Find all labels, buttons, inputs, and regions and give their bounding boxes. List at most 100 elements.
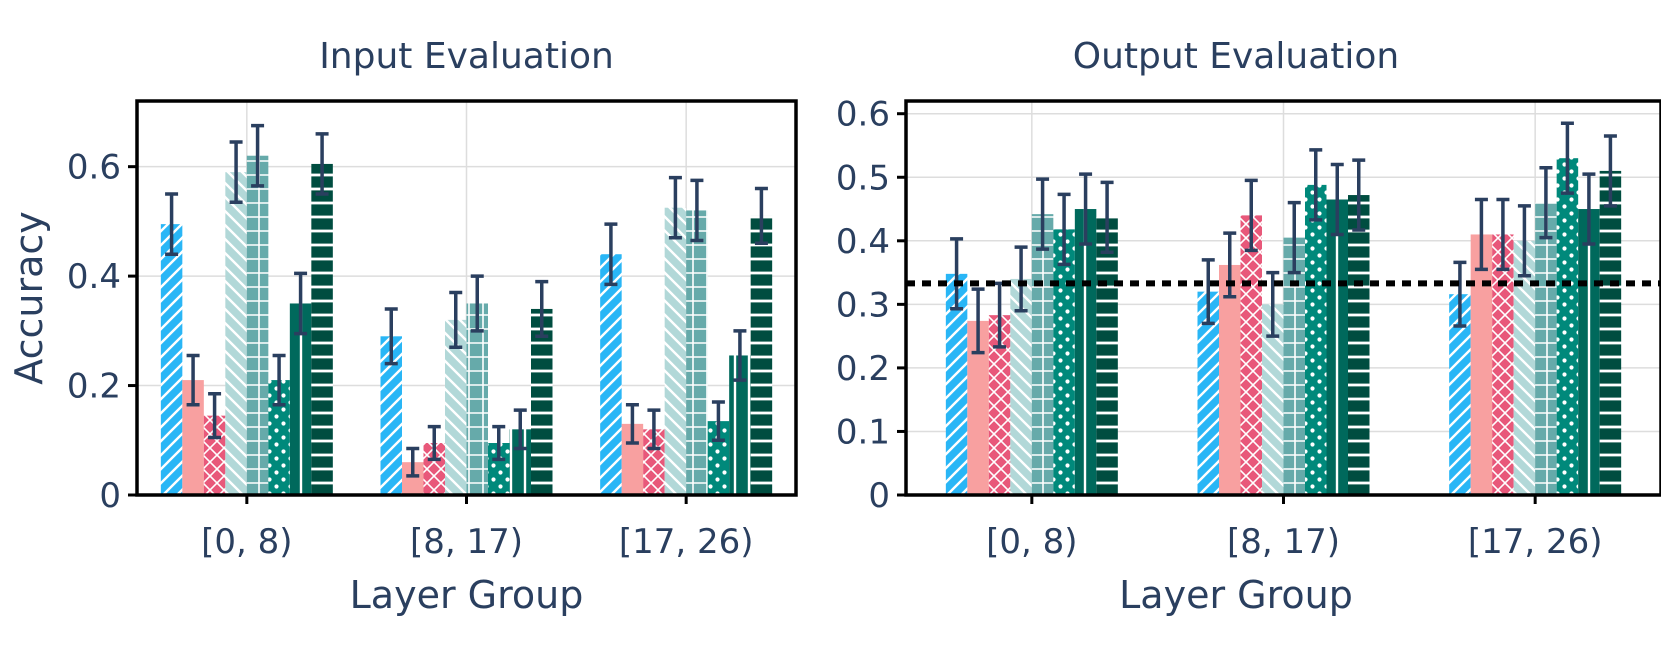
bar-series-4-cat-3	[1513, 240, 1536, 495]
bar-series-2-cat-3	[1470, 234, 1493, 496]
bar-series-3-cat-3	[643, 429, 665, 495]
error-bar-series-2-cat-3	[1474, 197, 1488, 272]
error-bar-series-8-cat-3	[754, 186, 768, 246]
error-bar-series-7-cat-3	[733, 329, 747, 382]
bar-series-5-cat-3	[1535, 202, 1557, 495]
error-bar-series-2-cat-1	[186, 353, 200, 407]
error-bar-series-2-cat-3	[625, 402, 639, 445]
y-tick-label: 0.6	[836, 95, 890, 135]
error-bar-series-4-cat-2	[449, 290, 463, 349]
error-bar-series-1-cat-1	[165, 192, 179, 256]
bar-series-4-cat-1	[1010, 278, 1032, 495]
error-bar-series-6-cat-3	[1560, 121, 1574, 195]
y-tick-label: 0.4	[67, 257, 121, 297]
y-tick-label: 0.3	[836, 285, 890, 325]
error-bar-series-2-cat-2	[406, 446, 420, 478]
error-bar-series-3-cat-1	[208, 392, 222, 440]
error-bar-series-4-cat-1	[1014, 245, 1028, 313]
error-bar-series-1-cat-1	[950, 237, 964, 311]
bar-series-5-cat-1	[1031, 214, 1054, 495]
bar-series-3-cat-2	[1240, 215, 1262, 496]
bar-series-5-cat-3	[686, 210, 708, 495]
bar-series-7-cat-2	[509, 429, 531, 495]
error-bar-series-7-cat-2	[1330, 162, 1344, 237]
error-bar-series-5-cat-2	[1287, 200, 1301, 275]
bar-series-3-cat-2	[423, 443, 445, 495]
error-bar-series-5-cat-1	[251, 123, 265, 188]
bar-series-7-cat-1	[289, 303, 312, 495]
bar-series-2-cat-2	[1219, 264, 1241, 495]
x-axis-label: Layer Group	[1119, 573, 1353, 617]
bar-series-7-cat-3	[729, 355, 751, 495]
bar-series-8-cat-1	[1096, 217, 1118, 495]
x-tick-label: [17, 26)	[619, 522, 754, 562]
bar-series-1-cat-1	[945, 273, 968, 495]
x-tick-label: [8, 17)	[410, 522, 523, 562]
chart-title: Input Evaluation	[319, 36, 614, 77]
x-tick-label: [17, 26)	[1468, 522, 1603, 562]
chart-panel-2: 0 0.1 0.2 0.3 0.4 0.5 0.6 [0, 8) [8, 17) [17, 26)…	[836, 36, 1661, 617]
bar-series-1-cat-3	[1449, 294, 1471, 495]
bar-series-6-cat-3	[1556, 158, 1579, 495]
bar-series-8-cat-2	[531, 308, 553, 495]
bar-series-1-cat-1	[160, 224, 183, 495]
error-bar-series-7-cat-1	[294, 271, 308, 336]
error-bar-series-8-cat-1	[1100, 180, 1114, 254]
error-bar-series-1-cat-2	[384, 307, 398, 366]
error-bar-series-5-cat-2	[470, 274, 484, 333]
bar-series-4-cat-3	[664, 207, 687, 496]
x-axis-label: Layer Group	[350, 573, 584, 617]
error-bar-series-1-cat-3	[1453, 260, 1467, 328]
error-bar-series-8-cat-2	[1352, 158, 1366, 232]
bar-series-8-cat-3	[750, 215, 773, 495]
bar-series-6-cat-1	[1053, 229, 1075, 495]
error-bar-series-7-cat-1	[1079, 172, 1093, 246]
bar-series-5-cat-2	[466, 303, 488, 495]
y-tick-label: 0.2	[67, 367, 121, 407]
bar-series-2-cat-2	[402, 462, 424, 495]
y-tick-label: 0.4	[836, 222, 890, 262]
error-bar-series-4-cat-1	[229, 140, 243, 204]
bar-series-6-cat-2	[1305, 184, 1327, 496]
error-bar-series-6-cat-2	[1309, 148, 1323, 222]
error-bar-series-3-cat-2	[427, 424, 441, 462]
error-bar-series-4-cat-3	[1517, 204, 1531, 278]
error-bar-series-3-cat-3	[647, 408, 661, 451]
error-bar-series-1-cat-2	[1201, 258, 1215, 326]
x-tick-label: [8, 17)	[1227, 522, 1340, 562]
bar-series-8-cat-3	[1599, 170, 1622, 495]
bar-series-5-cat-1	[246, 155, 269, 495]
y-axis-label: Accuracy	[7, 211, 51, 385]
bar-series-4-cat-2	[1262, 304, 1284, 495]
bar-series-5-cat-2	[1283, 237, 1305, 495]
bar-series-7-cat-3	[1578, 209, 1600, 495]
error-bar-series-1-cat-3	[604, 222, 618, 287]
bar-series-6-cat-1	[268, 380, 290, 495]
bar-series-3-cat-3	[1492, 234, 1514, 496]
bar-series-7-cat-1	[1074, 209, 1097, 495]
bar-series-8-cat-2	[1348, 195, 1370, 495]
chart-panel-1: 0 0.2 0.4 0.6 [0, 8) [8, 17) [17, 26) Input Eva…	[7, 36, 798, 617]
bar-series-6-cat-2	[488, 443, 510, 495]
bar-series-4-cat-1	[225, 172, 247, 495]
error-bar-series-8-cat-2	[535, 279, 549, 339]
bar-series-3-cat-1	[988, 315, 1011, 495]
error-bar-series-6-cat-2	[492, 424, 506, 462]
error-bar-series-6-cat-1	[1057, 192, 1071, 267]
error-bar-series-7-cat-2	[513, 408, 527, 451]
y-tick-label: 0.1	[836, 412, 890, 452]
error-bar-series-8-cat-3	[1603, 134, 1617, 208]
y-tick-label: 0.2	[836, 349, 890, 389]
x-tick-label: [0, 8)	[986, 522, 1077, 562]
y-tick-label: 0	[99, 476, 121, 516]
error-bar-series-5-cat-1	[1036, 177, 1050, 251]
bar-series-1-cat-2	[380, 336, 402, 495]
error-bar-series-4-cat-3	[668, 175, 682, 240]
error-bar-series-4-cat-2	[1266, 270, 1280, 338]
error-bar-series-5-cat-3	[1539, 165, 1553, 240]
y-tick-label: 0.5	[836, 158, 890, 198]
error-bar-series-5-cat-3	[690, 178, 704, 243]
error-bar-series-2-cat-1	[971, 287, 985, 355]
bar-series-2-cat-1	[182, 380, 204, 495]
